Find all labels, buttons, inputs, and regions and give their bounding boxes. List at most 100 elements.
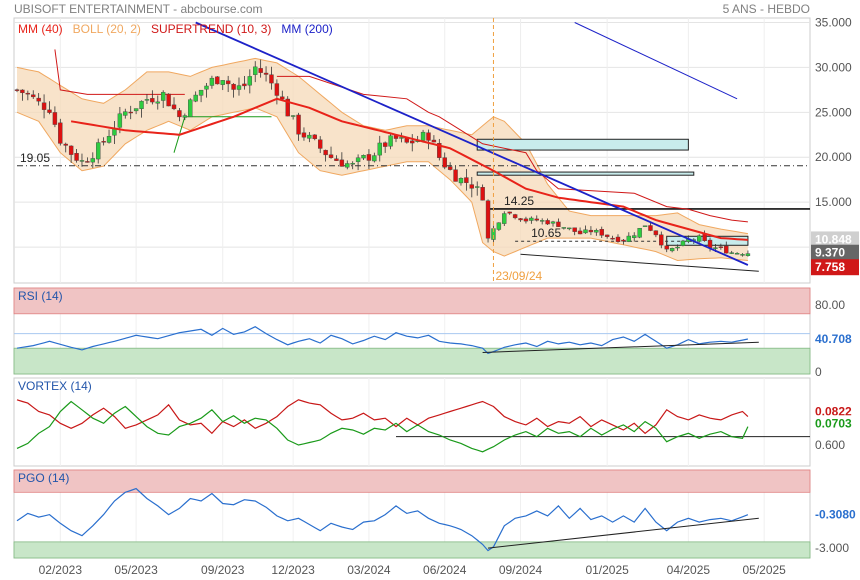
candle-body bbox=[475, 186, 480, 188]
candle-body bbox=[512, 214, 518, 219]
candle-body bbox=[653, 230, 659, 236]
candle-body bbox=[79, 160, 85, 162]
candle-body bbox=[669, 248, 675, 252]
rsi-tick-label: 0 bbox=[815, 365, 822, 379]
legend-item: BOLL (20, 2) bbox=[73, 22, 141, 36]
x-tick-label: 04/2025 bbox=[667, 563, 711, 577]
candle-body bbox=[399, 137, 404, 139]
zone-box bbox=[476, 138, 689, 151]
candle-body bbox=[58, 122, 63, 144]
x-tick-label: 09/2024 bbox=[499, 563, 543, 577]
candle-body bbox=[318, 139, 323, 149]
candle-body bbox=[426, 132, 431, 141]
candle-body bbox=[133, 108, 139, 112]
x-tick-label: 03/2024 bbox=[347, 563, 391, 577]
candle-body bbox=[177, 110, 182, 118]
candle-body bbox=[290, 115, 296, 117]
legend-item: MM (40) bbox=[18, 22, 63, 36]
x-tick-label: 02/2023 bbox=[39, 563, 83, 577]
candle-body bbox=[675, 246, 680, 249]
candle-body bbox=[523, 218, 529, 222]
candle-body bbox=[534, 218, 539, 221]
candle-body bbox=[296, 114, 301, 135]
candle-body bbox=[485, 200, 491, 239]
candle-body bbox=[307, 134, 312, 139]
date-vline-label: 23/09/24 bbox=[495, 269, 542, 283]
candle-body bbox=[680, 240, 686, 246]
candle-body bbox=[458, 177, 464, 184]
x-tick-label: 12/2023 bbox=[271, 563, 315, 577]
rsi-trendline bbox=[482, 341, 759, 353]
candle-body bbox=[139, 100, 144, 109]
candle-body bbox=[632, 235, 637, 238]
candle-body bbox=[68, 145, 74, 155]
candle-body bbox=[334, 158, 339, 161]
candle-body bbox=[480, 187, 485, 201]
candle-body bbox=[724, 245, 729, 254]
x-tick-label: 01/2025 bbox=[585, 563, 629, 577]
candle-body bbox=[355, 157, 361, 162]
candle-body bbox=[90, 158, 96, 163]
candle-body bbox=[382, 142, 388, 147]
pgo-line bbox=[16, 487, 749, 552]
pgo-tick-label: -3.000 bbox=[815, 541, 849, 555]
pgo-last-badge: -0.3080 bbox=[815, 508, 856, 522]
bollinger-upper bbox=[16, 57, 748, 235]
rsi-overbought-zone bbox=[13, 287, 811, 315]
candle-body bbox=[615, 236, 621, 242]
x-axis: 02/2023 05/2023 09/2023 12/2023 03/2024 06/20… bbox=[39, 563, 787, 577]
candle-body bbox=[469, 184, 474, 189]
candle-body bbox=[63, 143, 68, 146]
candle-body bbox=[713, 247, 718, 249]
x-tick-label: 09/2023 bbox=[201, 563, 245, 577]
candle-body bbox=[539, 220, 545, 222]
candle-body bbox=[545, 220, 550, 225]
last-price-badge: 9.370 bbox=[815, 246, 845, 260]
candle-body bbox=[388, 135, 393, 147]
x-tick-label: 05/2023 bbox=[114, 563, 158, 577]
candle-body bbox=[25, 92, 31, 95]
candle-body bbox=[274, 83, 280, 96]
candle-body bbox=[664, 245, 669, 250]
candle-body bbox=[610, 237, 615, 240]
candle-body bbox=[36, 97, 41, 102]
candle-body bbox=[258, 68, 263, 73]
candle-body bbox=[453, 169, 458, 182]
candle-body bbox=[420, 131, 426, 141]
candle-body bbox=[171, 104, 177, 110]
candle-body bbox=[182, 115, 188, 118]
supertrend-line bbox=[54, 49, 185, 95]
ma40-last-badge: 10.848 bbox=[815, 232, 852, 246]
level-label: 10.65 bbox=[531, 226, 561, 240]
candle-body bbox=[301, 132, 307, 138]
candle-body bbox=[101, 141, 106, 143]
candle-body bbox=[312, 134, 317, 140]
candle-body bbox=[41, 102, 47, 110]
candle-body bbox=[599, 229, 604, 236]
lower-trendline bbox=[520, 253, 759, 272]
candle-body bbox=[155, 101, 160, 104]
candle-body bbox=[280, 96, 285, 100]
candle-body bbox=[518, 218, 523, 221]
candle-body bbox=[583, 229, 588, 234]
candle-body bbox=[144, 99, 150, 101]
candle-body bbox=[642, 225, 648, 227]
pgo-panel: -3.000 -0.3080 PGO (14) bbox=[13, 469, 859, 559]
price-tick-label: 25.000 bbox=[815, 105, 852, 119]
candle-body bbox=[626, 235, 632, 242]
pgo-lower-zone bbox=[13, 541, 811, 559]
candle-body bbox=[96, 142, 101, 160]
chart-period: 5 ANS - HEBDO bbox=[723, 2, 810, 16]
candle-body bbox=[572, 227, 577, 232]
ma40-line bbox=[70, 97, 748, 241]
candle-body bbox=[345, 163, 350, 168]
candle-body bbox=[496, 222, 502, 230]
price-tick-label: 20.000 bbox=[815, 150, 852, 164]
candle-body bbox=[707, 239, 713, 249]
candle-body bbox=[31, 94, 36, 98]
candle-body bbox=[231, 83, 236, 90]
candle-body bbox=[734, 253, 740, 255]
candle-body bbox=[697, 235, 702, 242]
vortex-pos-line bbox=[16, 400, 749, 453]
candle-body bbox=[209, 77, 215, 86]
